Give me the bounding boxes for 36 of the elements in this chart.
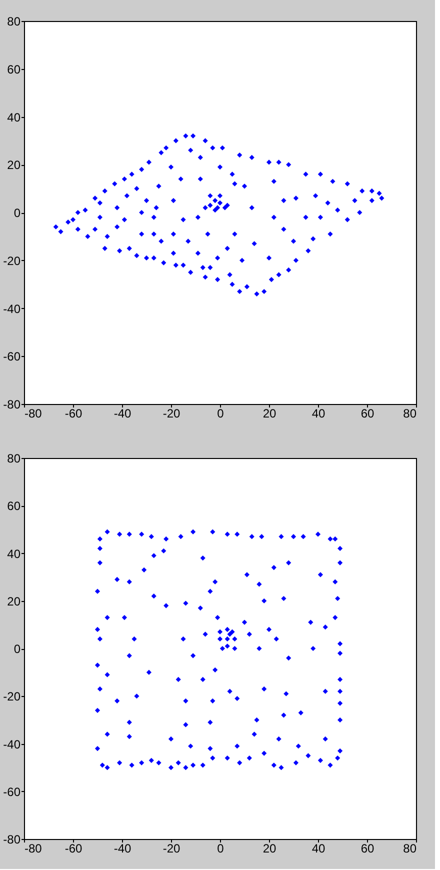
x-tick-label: -60 xyxy=(64,842,82,856)
x-tick-label: -60 xyxy=(64,406,82,420)
y-tick-label: 20 xyxy=(7,594,21,608)
y-tick-label: -80 xyxy=(3,398,21,412)
x-tick-label: -40 xyxy=(114,406,132,420)
y-tick-label: -40 xyxy=(3,737,21,752)
y-tick-label: 80 xyxy=(7,452,21,466)
y-tick-label: 80 xyxy=(7,14,21,28)
x-tick-label: -80 xyxy=(24,842,42,856)
y-tick-label: -20 xyxy=(3,254,21,268)
y-tick-label: -20 xyxy=(3,690,21,704)
x-tick-label: 60 xyxy=(360,406,374,420)
x-tick-label: 0 xyxy=(217,842,224,856)
x-tick-label: 80 xyxy=(403,842,417,856)
y-tick-label: 20 xyxy=(7,158,21,172)
y-tick-label: 40 xyxy=(7,546,21,561)
y-tick-label: -80 xyxy=(3,832,21,846)
y-tick-label: -40 xyxy=(3,302,21,316)
x-tick-label: 40 xyxy=(312,842,326,856)
x-tick-label: 20 xyxy=(262,842,276,856)
x-tick-label: -20 xyxy=(162,406,180,420)
y-tick-label: -60 xyxy=(3,350,21,364)
x-tick-label: 60 xyxy=(360,842,374,856)
y-tick-label: 60 xyxy=(7,62,21,76)
y-tick-label: -60 xyxy=(3,784,21,799)
x-tick-label: 20 xyxy=(262,406,276,420)
x-tick-label: 0 xyxy=(217,406,224,420)
x-tick-label: 40 xyxy=(312,406,326,420)
y-tick-label: 60 xyxy=(7,499,21,514)
x-tick-label: -20 xyxy=(162,842,180,856)
y-tick-label: 0 xyxy=(14,642,21,656)
y-tick-label: 0 xyxy=(14,206,21,220)
y-tick-label: 40 xyxy=(7,110,21,124)
x-tick-label: -80 xyxy=(24,406,42,420)
x-tick-label: -40 xyxy=(114,842,132,856)
x-tick-label: 80 xyxy=(403,406,417,420)
